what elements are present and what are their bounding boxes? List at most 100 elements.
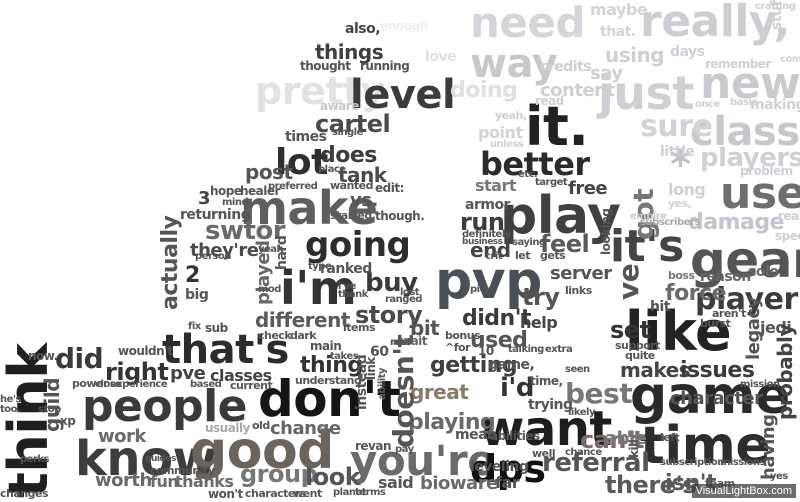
cloud-word: once xyxy=(695,99,720,110)
cloud-word: went xyxy=(293,487,322,500)
cloud-word: solo xyxy=(748,264,779,280)
cloud-word: thank xyxy=(338,289,368,300)
cloud-word: things xyxy=(315,40,384,64)
cloud-word: armor xyxy=(465,197,510,213)
cloud-word: ranged xyxy=(385,294,422,305)
cloud-word: burst xyxy=(700,317,731,330)
cloud-word: running xyxy=(360,59,410,73)
cloud-word: set xyxy=(610,316,651,344)
cloud-word: ve xyxy=(612,263,645,300)
cloud-word: people xyxy=(82,381,248,432)
cloud-word: free xyxy=(568,178,608,199)
cloud-word: post xyxy=(245,160,293,184)
cloud-word: companion xyxy=(780,54,800,65)
cloud-word: revan xyxy=(355,439,392,453)
cloud-word: aren't xyxy=(712,307,746,320)
cloud-word: play xyxy=(500,186,621,246)
cloud-word: 3 xyxy=(198,188,211,209)
cloud-word: seen xyxy=(565,364,590,375)
cloud-word: takes xyxy=(330,351,359,362)
cloud-word: pvp xyxy=(435,251,542,311)
cloud-word: links xyxy=(565,284,592,297)
cloud-word: i've xyxy=(338,281,356,292)
cloud-word: say xyxy=(590,63,623,84)
cloud-word: stop xyxy=(38,404,61,415)
cloud-word: edit: xyxy=(375,181,404,195)
cloud-word: time xyxy=(640,416,771,476)
cloud-word: reason xyxy=(700,269,751,285)
cloud-word: it. xyxy=(525,95,589,158)
cloud-word: lost xyxy=(400,287,420,298)
cloud-word: abilities xyxy=(490,429,540,443)
cloud-word: well xyxy=(532,447,556,460)
cloud-word: game, xyxy=(488,357,535,373)
cloud-word: real xyxy=(778,209,800,223)
cloud-word: business xyxy=(462,237,503,247)
cloud-word: started xyxy=(330,209,372,222)
cloud-word: read xyxy=(535,94,564,108)
cloud-word: subscribers xyxy=(640,217,700,228)
cloud-word: class xyxy=(690,109,800,155)
cloud-word: look xyxy=(305,463,361,491)
cloud-word: ranked xyxy=(320,261,372,277)
cloud-word: server xyxy=(550,263,612,284)
cloud-word: left xyxy=(660,431,680,444)
cloud-word: like xyxy=(625,300,732,363)
cloud-word: gets xyxy=(540,249,566,262)
cloud-word: close xyxy=(95,379,122,390)
cloud-word: classes xyxy=(210,366,272,385)
cloud-word: did xyxy=(55,342,104,375)
cloud-word: know xyxy=(75,431,217,487)
cloud-word: hope xyxy=(210,184,242,198)
cloud-word: i'd xyxy=(500,373,534,403)
cloud-word: changes xyxy=(0,487,49,500)
cloud-word: thing xyxy=(300,353,363,378)
cloud-word: lot xyxy=(275,142,328,183)
cloud-word: long xyxy=(668,180,706,199)
cloud-word: little xyxy=(660,144,695,160)
cloud-word: old xyxy=(252,419,270,432)
cloud-word: just xyxy=(598,66,694,120)
cloud-word: mod xyxy=(258,284,281,295)
cloud-word: story xyxy=(355,301,423,329)
cloud-word: also, xyxy=(345,21,381,37)
cloud-word: doing xyxy=(450,78,518,103)
cloud-word: yes, xyxy=(668,197,692,210)
cloud-word: start xyxy=(475,176,517,195)
cloud-word: unless xyxy=(490,139,524,150)
cloud-word: target xyxy=(535,177,568,188)
cloud-word: yes xyxy=(770,471,788,482)
cloud-word: empire xyxy=(630,211,667,222)
cloud-word: 60 xyxy=(370,344,389,360)
cloud-word: pretty xyxy=(255,69,385,113)
cloud-word: right xyxy=(105,358,169,386)
cloud-word: now. xyxy=(28,349,58,363)
cloud-word: making xyxy=(750,97,800,113)
cloud-word: group xyxy=(240,460,318,488)
cloud-word: talking xyxy=(508,344,544,355)
cloud-word: content xyxy=(540,80,615,101)
cloud-word: it's xyxy=(610,221,684,272)
cloud-word: quite xyxy=(625,349,655,362)
cloud-word: too. xyxy=(0,404,21,415)
cloud-word: love xyxy=(425,49,457,65)
cloud-word: ^for xyxy=(445,341,470,354)
cloud-word: i'm xyxy=(280,261,357,315)
cloud-word: bioware xyxy=(420,473,498,494)
cloud-word: that's xyxy=(162,327,289,373)
cloud-word: likely xyxy=(568,407,595,418)
cloud-word: does xyxy=(320,143,377,168)
cloud-word: wait xyxy=(400,334,428,348)
cloud-word: jedi xyxy=(760,318,792,337)
cloud-word: terms xyxy=(355,487,386,498)
cloud-word: try xyxy=(522,283,560,311)
cloud-word: help xyxy=(520,313,558,332)
cloud-word: dark xyxy=(290,329,317,342)
cloud-word: days xyxy=(670,44,705,60)
cloud-word: let xyxy=(515,249,531,262)
cloud-word: power xyxy=(72,377,108,390)
cloud-word: didn't xyxy=(462,306,531,331)
cloud-word: place xyxy=(318,164,346,175)
cloud-word: hit xyxy=(650,299,670,315)
cloud-word: point xyxy=(478,123,523,142)
